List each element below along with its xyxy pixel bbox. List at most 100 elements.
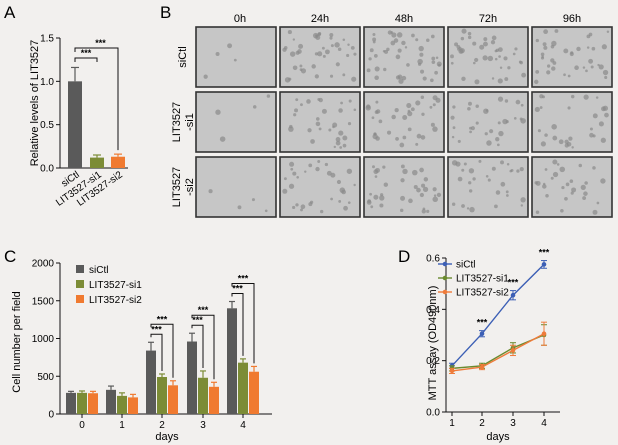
micrograph-cell: [457, 176, 463, 182]
micrograph-cell: [515, 99, 521, 105]
micrograph-cell: [321, 46, 325, 50]
panel-d-ytick-label: 0.2: [426, 356, 440, 367]
micrograph-cell: [604, 112, 609, 118]
micrograph-cell: [552, 171, 559, 178]
micrograph-cell: [390, 40, 396, 46]
micrograph-cell: [393, 38, 399, 43]
micrograph-cell: [589, 127, 593, 131]
micrograph-cell: [395, 54, 401, 60]
micrograph-cell: [315, 35, 321, 40]
micrograph-cell: [535, 210, 540, 214]
micrograph-cell: [521, 72, 527, 78]
micrograph-cell: [463, 162, 467, 166]
panel-letter-c: C: [4, 247, 16, 266]
micrograph-cell: [479, 44, 485, 50]
micrograph-cell: [318, 127, 322, 131]
micrograph-cell: [606, 30, 610, 33]
panel-c-ytick-label: 500: [37, 372, 54, 383]
micrograph-cell: [419, 192, 424, 198]
micrograph-cell: [374, 75, 379, 81]
micrograph-cell: [353, 108, 357, 112]
micrograph-cell: [498, 55, 501, 58]
micrograph-cell: [498, 130, 504, 137]
micrograph-cell: [600, 178, 606, 184]
micrograph-cell: [520, 197, 526, 203]
micrograph-cell: [386, 47, 390, 52]
panel-a-ytick-label: 0.0: [40, 164, 54, 175]
micrograph-cell: [332, 125, 335, 129]
micrograph-cell: [346, 168, 353, 174]
micrograph-cell: [535, 38, 539, 43]
panel-c-sig-label: ***: [151, 324, 162, 334]
micrograph-cell: [552, 159, 558, 165]
micro-col-96h: 96h: [563, 13, 581, 25]
micrograph-cell: [534, 106, 540, 113]
micrograph-cell: [374, 175, 378, 178]
micrograph-cell: [563, 48, 569, 54]
panel-d-xtick-label: 4: [541, 418, 547, 429]
micrograph-cell: [484, 132, 488, 136]
micrograph-cell: [544, 168, 548, 171]
panel-d-legend-label: LIT3527-si1: [456, 274, 509, 285]
micrograph-cell: [372, 37, 377, 42]
micrograph-cell: [371, 165, 375, 169]
micrograph-cell: [506, 194, 509, 197]
micrograph-cell: [292, 171, 297, 176]
micrograph-cell: [434, 70, 438, 75]
micrograph-cell: [580, 184, 586, 191]
panel-d-point: [541, 262, 547, 267]
micrograph-cell: [395, 75, 401, 80]
panel-c-xtick-label: 3: [200, 420, 206, 431]
micrograph-cell: [320, 209, 324, 214]
panel-d-ytick-label: 0.6: [426, 254, 440, 265]
micrograph-cell: [416, 187, 421, 193]
micrograph-cell: [380, 193, 384, 197]
micrograph-cell: [487, 55, 494, 62]
micrograph-cell: [461, 204, 465, 208]
micrograph-cell: [500, 160, 505, 165]
micrograph-cell: [294, 108, 299, 113]
micrograph-cell: [583, 94, 589, 100]
micrograph-cell: [338, 200, 342, 203]
micrograph-cell: [564, 143, 569, 148]
panel-c-sig-bracket: [150, 333, 163, 371]
micrograph-cell: [551, 40, 557, 47]
micrograph-cell: [300, 208, 303, 212]
micrograph-cell: [421, 112, 425, 116]
micrograph-cell: [215, 109, 221, 115]
panel-c-bar: [106, 389, 116, 414]
micrograph-cell: [317, 32, 321, 37]
micrograph-cell: [491, 77, 495, 80]
micrograph-cell: [601, 44, 607, 50]
micrograph-cell: [542, 95, 545, 99]
micrograph-cell: [551, 66, 556, 71]
panel-c-ylabel: Cell number per field: [11, 291, 23, 393]
micrograph-cell: [307, 128, 312, 133]
micrograph-cell: [592, 209, 598, 215]
micrograph-cell: [379, 195, 385, 201]
micrograph-cell: [282, 188, 288, 194]
micrograph-cell: [375, 167, 380, 173]
micrograph-cell: [537, 129, 541, 133]
panel-c-ytick-label: 1000: [32, 334, 55, 345]
micrograph-cell: [401, 40, 406, 46]
micrograph-cell: [299, 64, 303, 68]
micrograph-cell: [545, 194, 549, 198]
micrograph-cell: [574, 65, 579, 71]
micrograph-cell: [582, 196, 587, 200]
micrograph-cell: [407, 127, 412, 132]
micrograph-cell: [342, 73, 346, 77]
micrograph-cell: [406, 102, 412, 109]
micrograph-cell: [585, 69, 588, 73]
micrograph-cell: [417, 58, 423, 65]
micrograph-cell: [297, 49, 302, 54]
micrograph-cell: [504, 77, 509, 81]
micrograph-cell: [382, 165, 386, 169]
micrograph-cell: [383, 182, 389, 187]
micrograph-cell: [602, 69, 609, 76]
micro-row-label: LIT3527-si1: [171, 102, 196, 142]
micrograph-cell: [586, 46, 590, 49]
panel-c-sig-label: ***: [157, 314, 168, 324]
panel-a-ytick-label: 1.5: [40, 34, 54, 45]
micrograph-cell: [504, 99, 509, 103]
